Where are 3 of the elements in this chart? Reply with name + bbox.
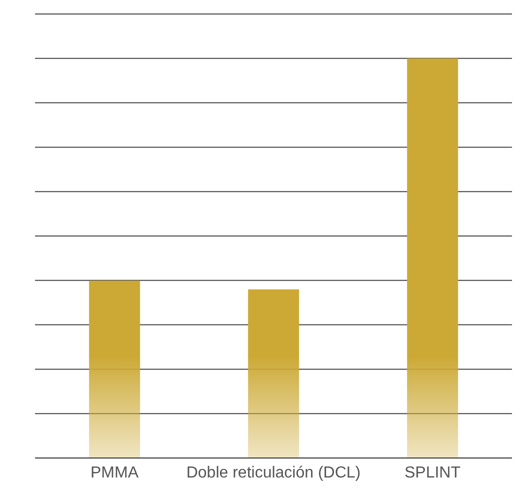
x-tick-label: PMMA <box>90 464 139 482</box>
x-tick-label: Doble reticulación (DCL) <box>186 464 361 482</box>
x-tick-label: SPLINT <box>404 464 461 482</box>
